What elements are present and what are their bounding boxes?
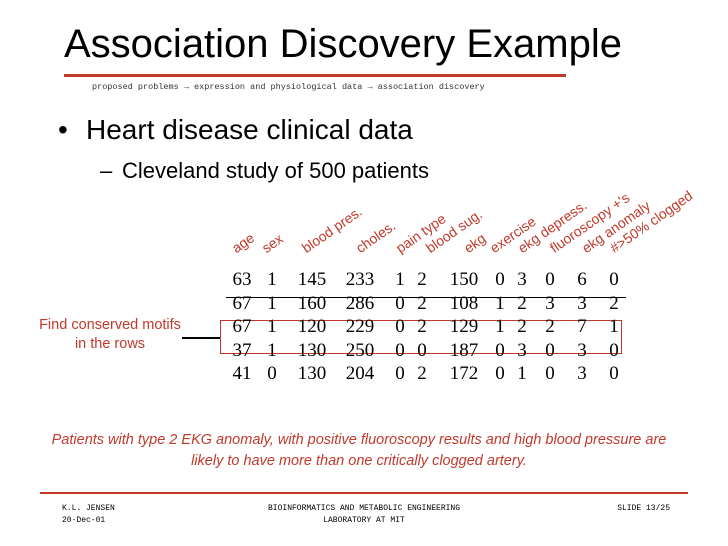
table-cell: 3 [517, 269, 527, 290]
table-cell: 0 [545, 363, 555, 384]
table-cell: 1 [609, 316, 619, 337]
table-cell: 2 [545, 316, 555, 337]
table-cell: 120 [297, 316, 327, 337]
table-cell: 2 [417, 316, 427, 337]
table-cell: 130 [297, 363, 327, 384]
footer-divider [40, 492, 688, 494]
bullet-main-text: Heart disease clinical data [86, 114, 413, 145]
table-cell: 172 [449, 363, 479, 384]
table-cell: 0 [609, 339, 619, 361]
table-cell: 1 [495, 316, 505, 337]
table-cell: 0 [395, 363, 405, 384]
table-cell: 2 [417, 292, 427, 314]
table-cell: 0 [495, 269, 505, 290]
bullet-sub-text: Cleveland study of 500 patients [122, 158, 429, 183]
column-header-blood-pres: blood pres. [298, 203, 365, 256]
column-header-choles: choles. [352, 217, 399, 256]
breadcrumb: proposed problems → expression and physi… [92, 82, 485, 92]
table-cell: 130 [297, 339, 327, 361]
slide-title: Association Discovery Example [64, 22, 622, 66]
table-cell: 0 [609, 269, 619, 290]
table-cell: 229 [345, 316, 375, 337]
table-cell: 145 [297, 269, 327, 290]
footer-lab-line2: LABORATORY AT MIT [323, 516, 405, 525]
table-cell: 187 [449, 339, 479, 361]
table-cell: 1 [495, 292, 505, 314]
bullet-main: • Heart disease clinical data [58, 114, 413, 146]
table-cell: 0 [495, 339, 505, 361]
table-cell: 37 [232, 339, 252, 361]
bullet-dot-icon: • [58, 114, 68, 145]
footer-lab-line1: BIOINFORMATICS AND METABOLIC ENGINEERING [267, 504, 461, 513]
table-cell: 41 [232, 363, 252, 384]
bullet-sub: – Cleveland study of 500 patients [100, 158, 429, 184]
highlighted-row-box [220, 320, 622, 354]
table-cell: 160 [297, 292, 327, 314]
footer-author: K.L. JENSEN [62, 504, 115, 513]
table-cell: 63 [232, 269, 252, 290]
table-cell: 286 [345, 292, 375, 314]
footer-date: 20-Dec-01 [62, 516, 106, 525]
table-cell: 0 [395, 292, 405, 314]
table-cell: 150 [449, 269, 479, 290]
table-cell: 6 [577, 269, 587, 290]
table-cell: 2 [417, 269, 427, 290]
table-cell: 129 [449, 316, 479, 337]
table-cell: 0 [545, 339, 555, 361]
table-cell: 204 [345, 363, 375, 384]
column-header-sex: sex [258, 230, 286, 256]
table-cell: 0 [545, 269, 555, 290]
table-cell: 7 [577, 316, 587, 337]
table-cell: 67 [232, 316, 252, 337]
table-cell: 0 [395, 316, 405, 337]
callout-connector [182, 337, 220, 339]
table-divider [226, 297, 626, 298]
table-cell: 3 [545, 292, 555, 314]
table-cell: 3 [577, 339, 587, 361]
table-cell: 3 [577, 292, 587, 314]
footer-slide-number: SLIDE 13/25 [617, 504, 670, 513]
table-cell: 3 [517, 339, 527, 361]
table-cell: 0 [417, 339, 427, 361]
table-cell: 2 [517, 292, 527, 314]
table-cell: 0 [495, 363, 505, 384]
table-cell: 0 [267, 363, 277, 384]
conclusion-text: Patients with type 2 EKG anomaly, with p… [51, 432, 667, 469]
table-cell: 1 [267, 269, 277, 290]
table-cell: 1 [267, 292, 277, 314]
table-cell: 0 [609, 363, 619, 384]
table-cell: 233 [345, 269, 375, 290]
table-cell: 2 [417, 363, 427, 384]
footer-lab-block: BIOINFORMATICS AND METABOLIC ENGINEERING… [234, 503, 494, 527]
table-cell: 1 [395, 269, 405, 290]
column-header-age: age [228, 229, 258, 256]
table-cell: 1 [517, 363, 527, 384]
table-cell: 1 [267, 316, 277, 337]
table-cell: 250 [345, 339, 375, 361]
table-cell: 1 [267, 339, 277, 361]
column-header-ekg: ekg [460, 229, 489, 256]
bullet-dash-icon: – [100, 158, 113, 183]
table-cell: 67 [232, 292, 252, 314]
callout-text: Find conserved motifs in the rows [39, 317, 181, 352]
title-underline [64, 74, 566, 77]
table-cell: 0 [395, 339, 405, 361]
footer-author-block: K.L. JENSEN 20-Dec-01 [62, 503, 115, 527]
table-cell: 3 [577, 363, 587, 384]
table-cell: 2 [517, 316, 527, 337]
table-cell: 108 [449, 292, 479, 314]
table-cell: 2 [609, 292, 619, 314]
